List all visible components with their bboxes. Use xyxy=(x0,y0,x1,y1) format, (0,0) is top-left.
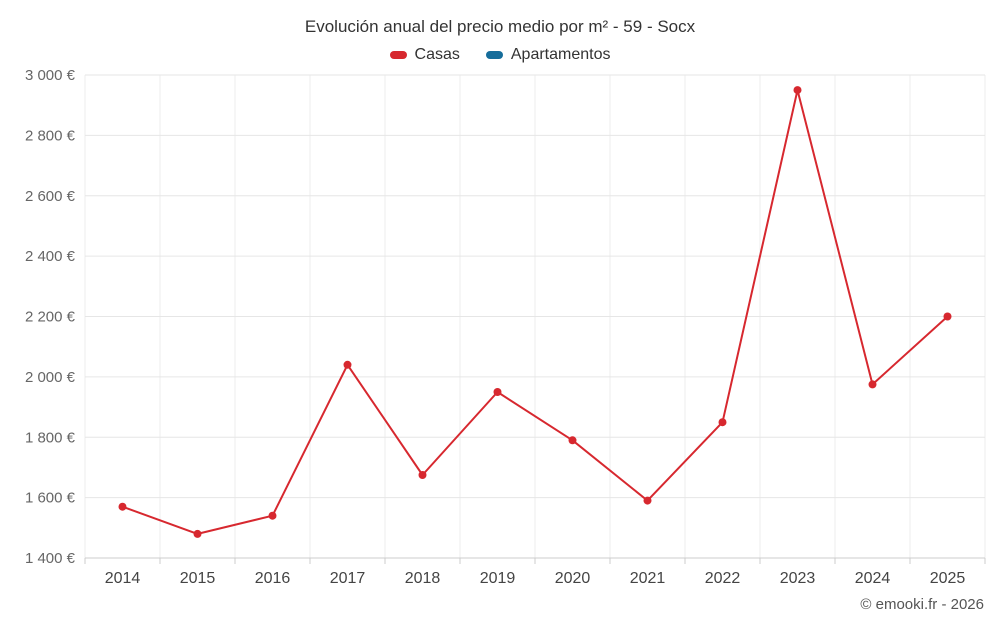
x-axis-tick-label: 2016 xyxy=(255,570,291,587)
legend-label: Apartamentos xyxy=(510,46,611,63)
data-point-casas[interactable] xyxy=(418,471,427,479)
y-axis-tick-label: 2 800 € xyxy=(25,127,76,144)
x-axis-tick-label: 2017 xyxy=(330,570,366,587)
x-axis-tick-label: 2014 xyxy=(105,570,141,587)
data-point-casas[interactable] xyxy=(343,360,352,369)
data-point-casas[interactable] xyxy=(493,388,502,396)
x-axis-tick-label: 2022 xyxy=(705,570,741,587)
y-axis-tick-label: 1 800 € xyxy=(25,429,76,446)
x-axis-tick-label: 2015 xyxy=(180,570,216,587)
x-axis-tick-label: 2018 xyxy=(405,570,441,587)
copyright-text: © emooki.fr - 2026 xyxy=(860,596,984,613)
data-point-casas[interactable] xyxy=(643,496,652,505)
data-point-casas[interactable] xyxy=(268,511,277,520)
x-axis-tick-label: 2023 xyxy=(780,570,816,587)
legend-item-apartamentos[interactable]: Apartamentos xyxy=(485,46,611,64)
x-axis-tick-label: 2025 xyxy=(930,570,966,587)
legend-swatch-icon xyxy=(389,51,407,59)
data-point-casas[interactable] xyxy=(868,380,877,389)
legend-label: Casas xyxy=(414,46,460,63)
data-point-casas[interactable] xyxy=(943,312,952,321)
y-axis-tick-label: 2 400 € xyxy=(25,248,76,265)
data-point-casas[interactable] xyxy=(193,529,202,538)
y-axis-tick-label: 1 400 € xyxy=(25,550,76,567)
data-point-casas[interactable] xyxy=(793,86,802,95)
y-axis-tick-label: 2 200 € xyxy=(25,309,76,326)
x-axis-tick-label: 2024 xyxy=(855,570,891,587)
chart-title: Evolución anual del precio medio por m² … xyxy=(304,17,696,36)
x-axis-tick-label: 2019 xyxy=(480,570,516,587)
x-axis-tick-label: 2020 xyxy=(555,570,591,587)
y-axis-tick-label: 1 600 € xyxy=(25,490,76,507)
data-point-casas[interactable] xyxy=(118,502,127,511)
x-axis-tick-label: 2021 xyxy=(630,570,666,587)
y-axis-tick-label: 3 000 € xyxy=(25,67,76,84)
data-point-casas[interactable] xyxy=(718,418,727,427)
series-line-casas xyxy=(121,89,949,535)
legend: Casas Apartamentos xyxy=(0,46,1000,64)
data-point-casas[interactable] xyxy=(568,436,577,445)
y-axis-tick-label: 2 000 € xyxy=(25,369,76,386)
legend-swatch-icon xyxy=(485,51,503,59)
y-axis-tick-label: 2 600 € xyxy=(25,188,76,205)
legend-item-casas[interactable]: Casas xyxy=(389,46,460,64)
